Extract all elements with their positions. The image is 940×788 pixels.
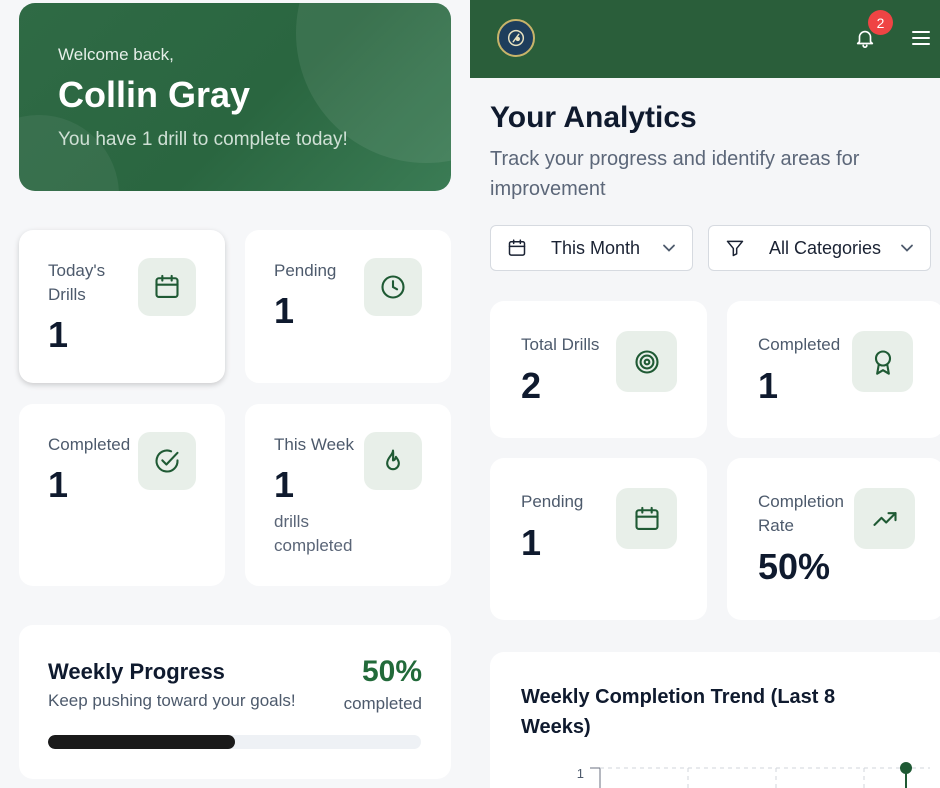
stat-label: Completion Rate bbox=[758, 492, 844, 535]
weekly-progress-card: Weekly Progress Keep pushing toward your… bbox=[19, 625, 451, 779]
stat-value: 1 bbox=[521, 522, 542, 563]
decorative-circle bbox=[19, 115, 119, 191]
weekly-progress-completed-label: completed bbox=[343, 694, 422, 713]
filter-icon bbox=[726, 240, 744, 257]
stat-value: 1 bbox=[48, 314, 69, 355]
period-select[interactable]: This Month bbox=[490, 225, 693, 271]
flame-icon bbox=[364, 432, 422, 490]
trend-chart: 1 bbox=[577, 762, 930, 788]
stat-label: Completed bbox=[758, 335, 841, 354]
dashboard-panel: Welcome back, Collin Gray You have 1 dri… bbox=[19, 3, 451, 779]
y-tick-label: 1 bbox=[577, 766, 584, 781]
stat-value: 1 bbox=[758, 365, 779, 406]
weekly-progress-title: Weekly Progress bbox=[48, 659, 225, 684]
stat-card-completed[interactable]: Completed 1 bbox=[19, 404, 225, 586]
chart-title: Weekly Completion Trend (Last 8 Weeks) bbox=[521, 686, 836, 738]
award-icon bbox=[852, 331, 913, 392]
check-circle-icon bbox=[138, 432, 196, 490]
stat-value: 1 bbox=[48, 464, 69, 505]
welcome-text: Welcome back, bbox=[58, 45, 174, 64]
progress-bar bbox=[48, 735, 421, 749]
weekly-progress-subtitle: Keep pushing toward your goals! bbox=[48, 691, 296, 710]
period-select-value: This Month bbox=[551, 238, 641, 258]
category-select[interactable]: All Categories bbox=[708, 225, 931, 271]
notification-badge[interactable]: 2 bbox=[868, 10, 893, 35]
analytics-card-pending[interactable]: Pending 1 bbox=[490, 458, 707, 620]
stat-card-todays-drills[interactable]: Today's Drills 1 bbox=[19, 230, 225, 383]
trending-up-icon bbox=[854, 488, 915, 549]
calendar-icon bbox=[138, 258, 196, 316]
top-nav-bar: 2 bbox=[470, 0, 940, 78]
stat-label: Pending bbox=[274, 261, 337, 280]
page-subtitle: Track your progress and identify areas f… bbox=[490, 148, 860, 200]
stat-value: 2 bbox=[521, 365, 542, 406]
stat-value: 1 bbox=[274, 290, 295, 331]
stat-value: 1 bbox=[274, 464, 295, 505]
welcome-subtitle: You have 1 drill to complete today! bbox=[58, 129, 348, 150]
weekly-progress-percent: 50% bbox=[361, 655, 422, 688]
clock-icon bbox=[364, 258, 422, 316]
category-select-value: All Categories bbox=[769, 238, 882, 258]
progress-bar-fill bbox=[48, 735, 235, 749]
page-title: Your Analytics bbox=[490, 101, 697, 134]
analytics-card-completion-rate[interactable]: Completion Rate 50% bbox=[727, 458, 940, 620]
stat-value: 50% bbox=[758, 546, 831, 587]
analytics-panel: 2 Your Analytics Track your progress and… bbox=[470, 0, 940, 788]
analytics-card-total-drills[interactable]: Total Drills 2 bbox=[490, 301, 707, 438]
bell-icon[interactable] bbox=[854, 26, 876, 50]
analytics-card-completed[interactable]: Completed 1 bbox=[727, 301, 940, 438]
stat-label: Today's Drills bbox=[48, 261, 106, 304]
stat-label: This Week bbox=[274, 435, 354, 454]
club-logo[interactable] bbox=[497, 19, 535, 57]
stat-card-pending[interactable]: Pending 1 bbox=[245, 230, 451, 383]
weekly-trend-card: Weekly Completion Trend (Last 8 Weeks) 1 bbox=[490, 652, 940, 788]
calendar-icon bbox=[616, 488, 677, 549]
calendar-icon bbox=[508, 239, 526, 256]
stat-card-this-week[interactable]: This Week 1 drills completed bbox=[245, 404, 451, 586]
menu-icon[interactable] bbox=[912, 30, 930, 46]
chevron-down-icon bbox=[901, 244, 913, 252]
target-icon bbox=[616, 331, 677, 392]
stat-label: Pending bbox=[521, 492, 584, 511]
stat-label: Completed bbox=[48, 435, 131, 454]
chevron-down-icon bbox=[663, 244, 675, 252]
stat-label: Total Drills bbox=[521, 335, 600, 354]
welcome-banner: Welcome back, Collin Gray You have 1 dri… bbox=[19, 3, 451, 191]
user-name: Collin Gray bbox=[58, 74, 251, 115]
stat-note: drills completed bbox=[274, 512, 353, 555]
data-point[interactable] bbox=[900, 762, 912, 774]
